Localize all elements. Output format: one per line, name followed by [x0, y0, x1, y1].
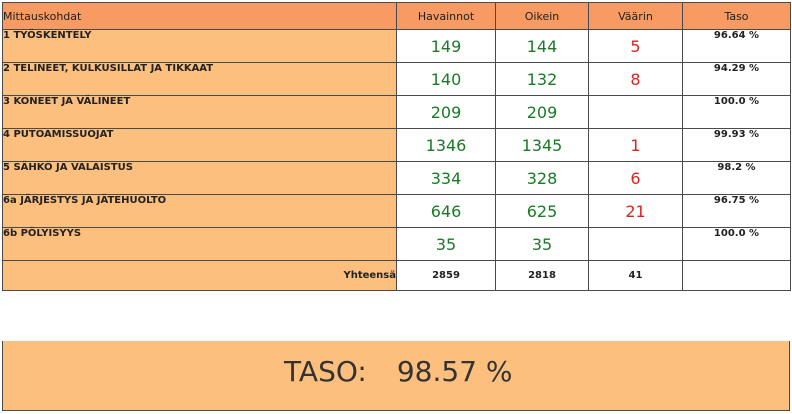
observations-cell: 209 — [396, 95, 496, 129]
total-observations: 2859 — [396, 260, 496, 291]
wrong-cell — [588, 95, 683, 129]
row-label: 6a JÄRJESTYS JA JÄTEHUOLTO — [2, 194, 397, 228]
table-row: 1 TYÖSKENTELY 149 144 5 96.64 % — [2, 29, 791, 63]
summary-panel: TASO: 98.57 % — [2, 341, 790, 411]
level-cell: 100.0 % — [682, 95, 791, 129]
header-observations: Havainnot — [396, 2, 496, 30]
totals-label: Yhteensä — [2, 260, 397, 291]
observations-cell: 35 — [396, 227, 496, 261]
total-wrong: 41 — [588, 260, 683, 291]
level-cell: 99.93 % — [682, 128, 791, 162]
table-row: 2 TELINEET, KULKUSILLAT JA TIKKAAT 140 1… — [2, 62, 791, 96]
observations-cell: 646 — [396, 194, 496, 228]
correct-cell: 144 — [495, 29, 589, 63]
correct-cell: 35 — [495, 227, 589, 261]
table-row: 3 KONEET JA VÄLINEET 209 209 100.0 % — [2, 95, 791, 129]
summary-label: TASO: — [284, 355, 367, 388]
observations-cell: 334 — [396, 161, 496, 195]
row-label: 5 SÄHKÖ JA VALAISTUS — [2, 161, 397, 195]
observations-cell: 140 — [396, 62, 496, 96]
correct-cell: 1345 — [495, 128, 589, 162]
row-label: 2 TELINEET, KULKUSILLAT JA TIKKAAT — [2, 62, 397, 96]
level-cell: 94.29 % — [682, 62, 791, 96]
correct-cell: 625 — [495, 194, 589, 228]
row-label: 4 PUTOAMISSUOJAT — [2, 128, 397, 162]
level-cell: 98.2 % — [682, 161, 791, 195]
level-cell: 96.75 % — [682, 194, 791, 228]
total-correct: 2818 — [495, 260, 589, 291]
wrong-cell: 1 — [588, 128, 683, 162]
wrong-cell — [588, 227, 683, 261]
wrong-cell: 21 — [588, 194, 683, 228]
observations-cell: 149 — [396, 29, 496, 63]
row-label: 1 TYÖSKENTELY — [2, 29, 397, 63]
row-label: 3 KONEET JA VÄLINEET — [2, 95, 397, 129]
correct-cell: 328 — [495, 161, 589, 195]
table-row: 6b PÖLYISYYS 35 35 100.0 % — [2, 227, 791, 261]
header-location: Mittauskohdat — [2, 2, 397, 30]
header-row: Mittauskohdat Havainnot Oikein Väärin Ta… — [2, 2, 791, 30]
header-correct: Oikein — [495, 2, 589, 30]
table-row: 5 SÄHKÖ JA VALAISTUS 334 328 6 98.2 % — [2, 161, 791, 195]
level-cell: 100.0 % — [682, 227, 791, 261]
measurement-table: Mittauskohdat Havainnot Oikein Väärin Ta… — [2, 2, 791, 291]
header-level: Taso — [682, 2, 791, 30]
table-row: 4 PUTOAMISSUOJAT 1346 1345 1 99.93 % — [2, 128, 791, 162]
correct-cell: 132 — [495, 62, 589, 96]
total-level-empty — [682, 260, 791, 291]
header-wrong: Väärin — [588, 2, 683, 30]
observations-cell: 1346 — [396, 128, 496, 162]
totals-row: Yhteensä 2859 2818 41 — [2, 260, 791, 291]
summary-value: 98.57 % — [396, 355, 513, 388]
correct-cell: 209 — [495, 95, 589, 129]
summary-text: TASO: 98.57 % — [284, 355, 513, 388]
wrong-cell: 6 — [588, 161, 683, 195]
table-row: 6a JÄRJESTYS JA JÄTEHUOLTO 646 625 21 96… — [2, 194, 791, 228]
level-cell: 96.64 % — [682, 29, 791, 63]
wrong-cell: 8 — [588, 62, 683, 96]
row-label: 6b PÖLYISYYS — [2, 227, 397, 261]
wrong-cell: 5 — [588, 29, 683, 63]
